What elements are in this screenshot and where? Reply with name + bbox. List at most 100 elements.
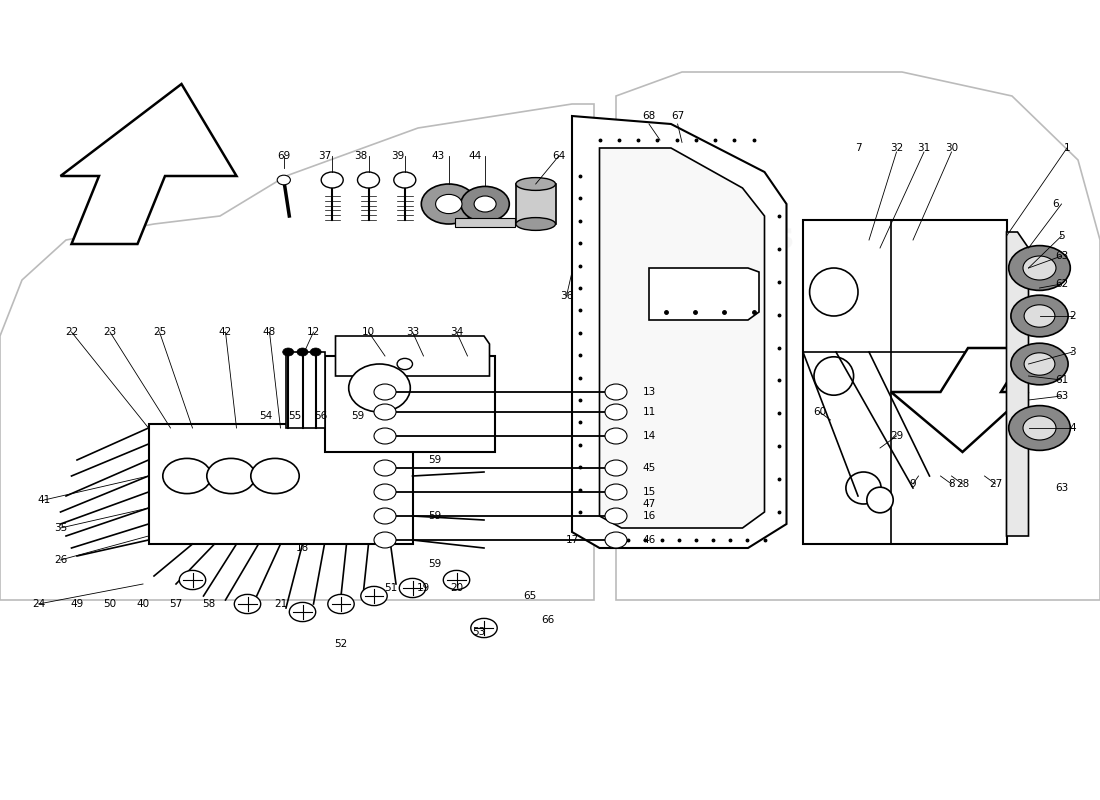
Text: 35: 35 — [54, 523, 67, 533]
Text: 1: 1 — [1064, 143, 1070, 153]
Circle shape — [605, 404, 627, 420]
Circle shape — [474, 196, 496, 212]
Circle shape — [461, 186, 509, 222]
Text: 59: 59 — [428, 511, 441, 521]
Ellipse shape — [814, 357, 854, 395]
Ellipse shape — [516, 218, 556, 230]
Text: 39: 39 — [392, 151, 405, 161]
Text: 46: 46 — [642, 535, 656, 545]
Text: 63: 63 — [1055, 251, 1068, 261]
Text: 37: 37 — [318, 151, 331, 161]
Ellipse shape — [846, 472, 881, 504]
Text: 12: 12 — [307, 327, 320, 337]
Text: 52: 52 — [334, 639, 348, 649]
Text: eurospares: eurospares — [146, 453, 338, 539]
Circle shape — [361, 586, 387, 606]
Circle shape — [1024, 305, 1055, 327]
Text: 9: 9 — [910, 479, 916, 489]
Text: 23: 23 — [103, 327, 117, 337]
Text: 66: 66 — [541, 615, 554, 625]
Text: 17: 17 — [565, 535, 579, 545]
Circle shape — [1009, 246, 1070, 290]
Text: 44: 44 — [469, 151, 482, 161]
Circle shape — [605, 428, 627, 444]
FancyBboxPatch shape — [148, 424, 412, 544]
Text: 69: 69 — [277, 151, 290, 161]
Polygon shape — [286, 352, 324, 428]
Text: 43: 43 — [431, 151, 444, 161]
Text: 63: 63 — [1055, 391, 1068, 401]
Text: 29: 29 — [890, 431, 903, 441]
Text: 31: 31 — [917, 143, 931, 153]
Text: 60: 60 — [813, 407, 826, 417]
FancyBboxPatch shape — [455, 218, 515, 227]
Text: 59: 59 — [351, 411, 364, 421]
Text: 20: 20 — [450, 583, 463, 593]
Text: 41: 41 — [37, 495, 51, 505]
Ellipse shape — [516, 178, 556, 190]
Text: 15: 15 — [642, 487, 656, 497]
Circle shape — [605, 508, 627, 524]
Text: 48: 48 — [263, 327, 276, 337]
Text: 54: 54 — [260, 411, 273, 421]
Text: 59: 59 — [428, 455, 441, 465]
Text: 49: 49 — [70, 599, 84, 609]
Circle shape — [374, 428, 396, 444]
Text: 38: 38 — [354, 151, 367, 161]
Text: 10: 10 — [362, 327, 375, 337]
Text: 18: 18 — [296, 543, 309, 553]
Text: 36: 36 — [560, 291, 573, 301]
Circle shape — [321, 172, 343, 188]
Circle shape — [207, 458, 255, 494]
Polygon shape — [572, 116, 786, 548]
Text: 64: 64 — [552, 151, 565, 161]
Polygon shape — [60, 84, 236, 244]
Circle shape — [605, 384, 627, 400]
Text: 34: 34 — [450, 327, 463, 337]
Circle shape — [605, 460, 627, 476]
Circle shape — [1009, 406, 1070, 450]
Text: 63: 63 — [1055, 483, 1068, 493]
Ellipse shape — [867, 487, 893, 513]
Polygon shape — [336, 336, 490, 376]
Text: 65: 65 — [524, 591, 537, 601]
Circle shape — [1023, 416, 1056, 440]
Text: 16: 16 — [642, 511, 656, 521]
Circle shape — [1023, 256, 1056, 280]
Text: 3: 3 — [1069, 347, 1076, 357]
Circle shape — [1011, 343, 1068, 385]
Text: 51: 51 — [384, 583, 397, 593]
Text: 56: 56 — [315, 411, 328, 421]
Text: eurospares: eurospares — [566, 219, 798, 293]
Circle shape — [277, 175, 290, 185]
Text: 26: 26 — [54, 555, 67, 565]
Text: 42: 42 — [219, 327, 232, 337]
Text: 11: 11 — [642, 407, 656, 417]
Text: 53: 53 — [472, 627, 485, 637]
Text: 8: 8 — [948, 479, 955, 489]
Text: 57: 57 — [169, 599, 183, 609]
Polygon shape — [891, 348, 1028, 452]
Circle shape — [328, 594, 354, 614]
Text: 4: 4 — [1069, 423, 1076, 433]
Text: 22: 22 — [65, 327, 78, 337]
Circle shape — [163, 458, 211, 494]
Circle shape — [421, 184, 476, 224]
Circle shape — [1011, 295, 1068, 337]
Circle shape — [471, 618, 497, 638]
Text: 5: 5 — [1058, 231, 1065, 241]
Text: 33: 33 — [406, 327, 419, 337]
Polygon shape — [649, 268, 759, 320]
Text: 24: 24 — [32, 599, 45, 609]
Circle shape — [605, 484, 627, 500]
Circle shape — [394, 172, 416, 188]
Text: 25: 25 — [153, 327, 166, 337]
Circle shape — [374, 460, 396, 476]
Circle shape — [374, 384, 396, 400]
Text: 7: 7 — [855, 143, 861, 153]
Text: 32: 32 — [890, 143, 903, 153]
Ellipse shape — [810, 268, 858, 316]
Text: 14: 14 — [642, 431, 656, 441]
Ellipse shape — [349, 364, 410, 412]
Circle shape — [234, 594, 261, 614]
